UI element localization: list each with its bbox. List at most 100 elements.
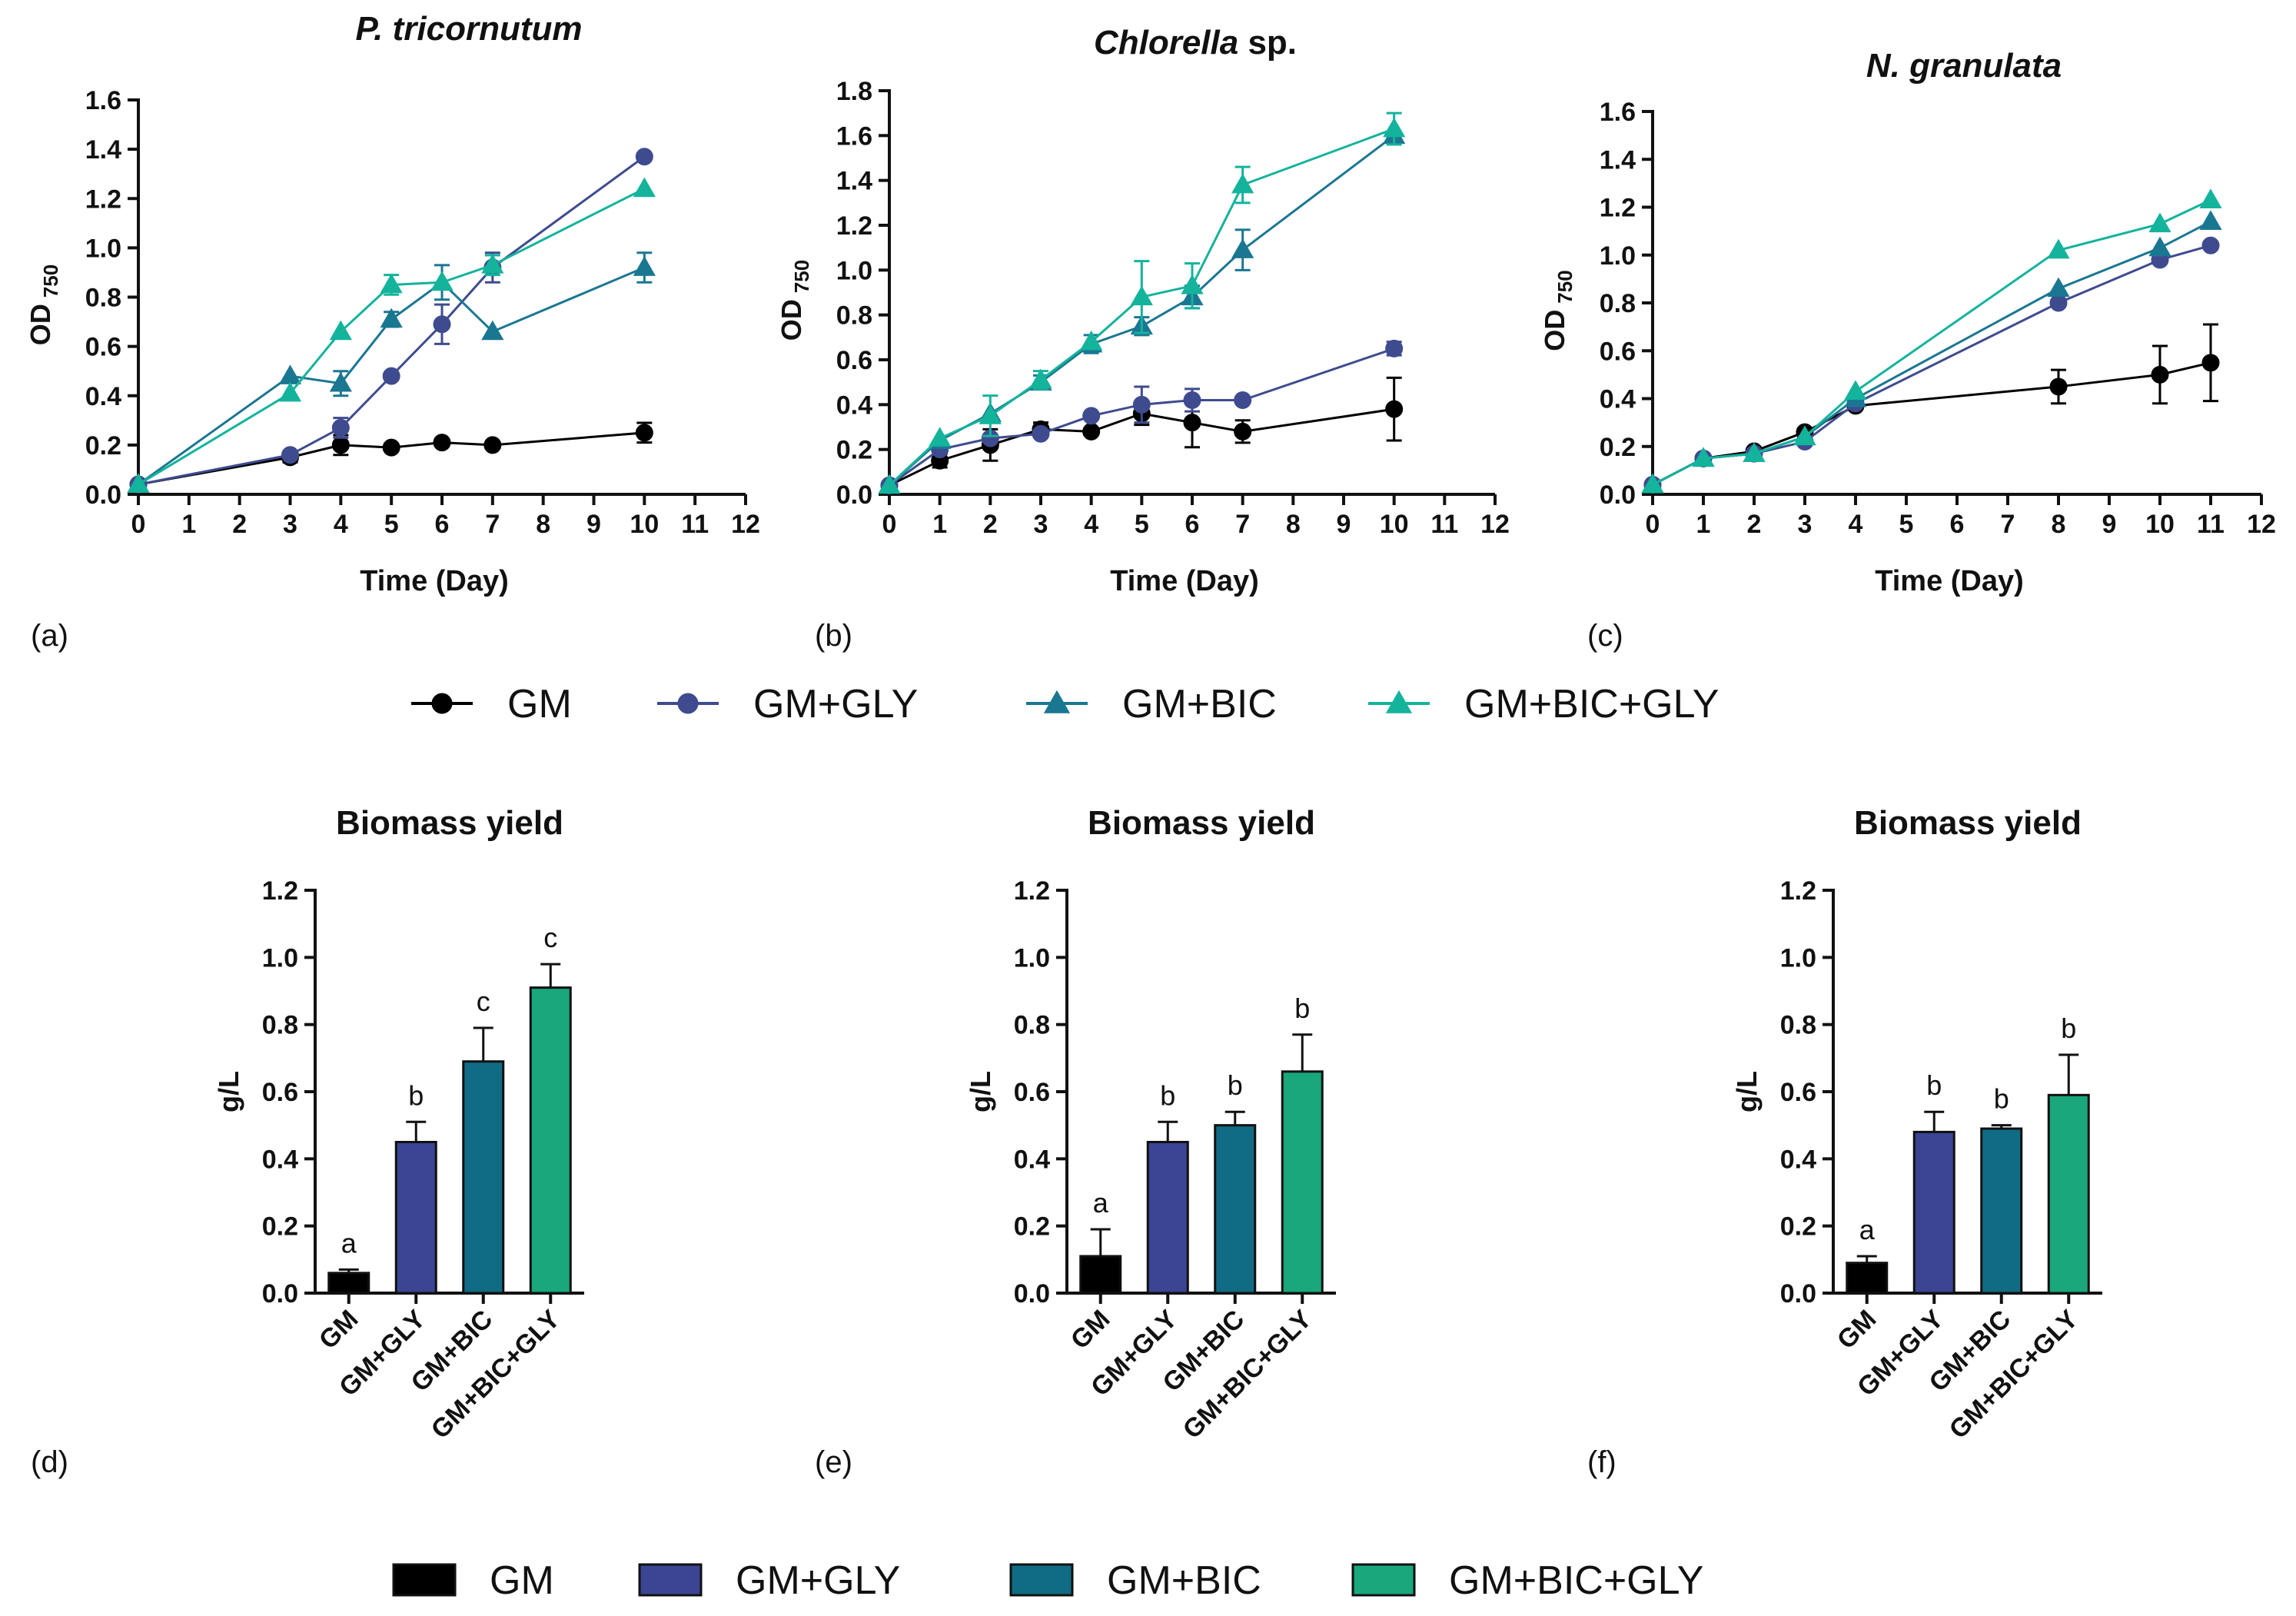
significance-letter: b (408, 1079, 424, 1111)
legend-swatch (1009, 1563, 1074, 1597)
data-point (1383, 117, 1406, 138)
x-tick-label: 7 (2001, 510, 2015, 539)
data-point (127, 473, 150, 493)
line-legend-item: GM (411, 682, 572, 727)
x-tick-label: 11 (681, 510, 709, 539)
x-tick-label: 12 (2247, 510, 2276, 539)
y-tick-label: 0.8 (1780, 1011, 1816, 1040)
y-tick-label: 0.0 (1600, 480, 1636, 510)
data-point (1183, 391, 1201, 409)
x-axis-label: Time (Day) (360, 565, 509, 597)
y-axis-label-sub: 750 (39, 264, 62, 298)
data-point (433, 434, 451, 452)
data-point (1132, 395, 1151, 414)
x-tick-label: 11 (1430, 510, 1458, 539)
chart-title-italic: P. tricornutum (355, 10, 582, 48)
data-point (1181, 274, 1204, 294)
data-point (1234, 391, 1252, 409)
y-tick-label: 0.6 (1014, 1078, 1050, 1107)
y-tick-label: 1.0 (836, 256, 872, 285)
circle-marker-icon (677, 693, 699, 714)
data-point (2049, 294, 2068, 312)
significance-letter: b (1160, 1079, 1175, 1111)
y-axis-label-main: OD (25, 304, 56, 345)
y-tick-label: 0.2 (1600, 433, 1636, 462)
data-point (929, 427, 952, 447)
panel-label: (f) (1587, 1445, 1617, 1479)
chart-title: P. tricornutum (355, 10, 582, 48)
significance-letter: b (1926, 1069, 1942, 1101)
bar (1146, 1141, 1189, 1295)
series-gm-bic-gly (1641, 188, 2222, 494)
x-tick-label: 9 (586, 510, 601, 539)
bar (1079, 1255, 1122, 1295)
legend-label: GM+BIC+GLY (1464, 682, 1719, 727)
x-tick-label: 12 (731, 510, 760, 539)
data-point (331, 418, 350, 437)
x-tick-label: 6 (1950, 510, 1965, 539)
y-axis-label: g/L (965, 1071, 996, 1112)
significance-letter: b (2061, 1012, 2076, 1044)
chart-title: Biomass yield (336, 804, 563, 842)
y-tick-label: 1.2 (262, 876, 298, 906)
bar (394, 1141, 437, 1295)
bar-chart-f: Biomass yield 0.0 0.2 0.4 0.6 0.8 1.0 1.2 g/L (f)… (1587, 804, 2102, 1479)
data-point (633, 177, 656, 198)
x-tick-label: 11 (2197, 510, 2225, 539)
legend-label: GM+GLY (736, 1558, 900, 1603)
x-axis-label: Time (Day) (1875, 565, 2024, 597)
y-tick-label: 1.0 (1600, 241, 1636, 271)
y-tick-label: 0.6 (262, 1078, 298, 1107)
y-tick-label: 0.0 (262, 1279, 298, 1308)
data-point (2199, 188, 2222, 208)
significance-letter: a (1093, 1187, 1109, 1219)
x-tick-label: 12 (1480, 510, 1510, 539)
bar-legend-item: GM+BIC+GLY (1351, 1558, 1703, 1603)
y-tick-label: 1.4 (836, 167, 872, 196)
x-tick-label: 8 (1286, 510, 1301, 539)
circle-marker-icon (431, 693, 453, 714)
series-line (1652, 220, 2211, 486)
data-point (1692, 447, 1715, 467)
data-point (1231, 173, 1254, 194)
y-tick-label: 1.2 (85, 185, 121, 214)
y-tick-label: 1.0 (1014, 943, 1050, 973)
x-tick-label: 0 (131, 510, 146, 539)
y-axis-label-main: OD (776, 299, 807, 341)
data-point (2201, 236, 2220, 254)
significance-letter: c (477, 986, 490, 1017)
data-point (1385, 339, 1404, 357)
bar-legend-item: GM+GLY (638, 1558, 900, 1603)
panel-label: (e) (815, 1445, 852, 1479)
bar (1214, 1124, 1257, 1295)
bar-legend: GM GM+GLY GM+BIC GM+BIC+GLY (392, 1558, 1703, 1603)
x-tick-label: 3 (283, 510, 297, 539)
data-point (635, 148, 653, 166)
bar-legend-item: GM+BIC (1009, 1558, 1261, 1603)
data-point (433, 315, 451, 334)
legend-label: GM+BIC+GLY (1449, 1558, 1703, 1603)
data-point (1743, 442, 1766, 462)
x-tick-label: 10 (1380, 510, 1409, 539)
y-tick-label: 0.2 (85, 431, 121, 461)
y-tick-label: 1.6 (1600, 98, 1636, 127)
y-tick-label: 0.0 (836, 480, 872, 510)
data-point (2148, 212, 2171, 233)
line-chart-a: P. tricornutum 0.0 0.2 0.4 0.6 0.8 1.0 1.2 1.4 1.… (25, 10, 760, 653)
panel-label: (a) (31, 619, 68, 653)
y-axis-label: OD 750 (25, 264, 62, 345)
data-point (382, 367, 400, 385)
y-tick-label: 0.2 (836, 436, 872, 465)
significance-letter: b (1228, 1069, 1243, 1101)
legend-label: GM (490, 1558, 554, 1603)
chart-title-rest: sp. (1238, 24, 1297, 62)
series-gm-bic (1641, 210, 2222, 494)
legend-label: GM+BIC (1122, 682, 1277, 727)
significance-letter: a (341, 1227, 357, 1259)
x-tick-label: 8 (536, 510, 550, 539)
y-tick-label: 1.4 (85, 135, 121, 165)
data-point (1234, 422, 1252, 441)
y-axis-label: g/L (213, 1071, 244, 1112)
data-point (481, 254, 504, 274)
